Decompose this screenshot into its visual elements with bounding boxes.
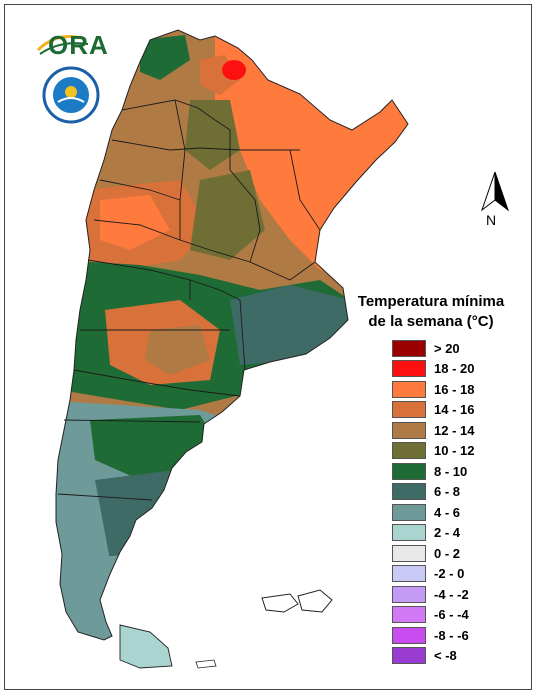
smn-seal bbox=[42, 66, 100, 124]
legend-label: 4 - 6 bbox=[434, 504, 461, 520]
legend-label: 16 - 18 bbox=[434, 381, 475, 397]
legend-item: 8 - 10 bbox=[392, 461, 526, 482]
legend-item: 4 - 6 bbox=[392, 502, 526, 523]
tierra-del-fuego bbox=[119, 624, 173, 669]
zone-8-10-northwest bbox=[140, 35, 190, 80]
ora-logo-text: ORA bbox=[48, 30, 109, 60]
zone-6-8-santa-cruz bbox=[95, 470, 200, 560]
legend-label: 8 - 10 bbox=[434, 463, 468, 479]
legend-label: 14 - 16 bbox=[434, 402, 475, 418]
legend-swatch bbox=[392, 462, 426, 480]
legend-item: -2 - 0 bbox=[392, 564, 526, 585]
legend-swatch bbox=[392, 626, 426, 644]
legend-label: -6 - -4 bbox=[434, 607, 469, 623]
legend-item: > 20 bbox=[392, 338, 526, 359]
legend-swatch bbox=[392, 565, 426, 583]
legend-label: > 20 bbox=[434, 340, 460, 356]
legend-swatch bbox=[392, 339, 426, 357]
isla-de-los-estados bbox=[195, 659, 217, 669]
legend-item: 12 - 14 bbox=[392, 420, 526, 441]
zone-10-12-center bbox=[190, 170, 265, 260]
legend-title-line1: Temperatura mínima bbox=[357, 293, 505, 310]
legend-item: 0 - 2 bbox=[392, 543, 526, 564]
legend-label: 10 - 12 bbox=[434, 443, 475, 459]
zone-16-18-cuyo bbox=[100, 195, 170, 250]
legend-swatch bbox=[392, 544, 426, 562]
zone-4-6-south bbox=[56, 555, 130, 640]
malvinas-islands bbox=[261, 589, 333, 613]
ora-logo: ORA bbox=[36, 28, 109, 60]
legend-swatch bbox=[392, 442, 426, 460]
legend-label: -2 - 0 bbox=[434, 566, 465, 582]
legend-label: -8 - -6 bbox=[434, 627, 469, 643]
legend-label: 18 - 20 bbox=[434, 361, 475, 377]
ora-swoosh-icon bbox=[36, 35, 89, 55]
legend-swatch bbox=[392, 524, 426, 542]
north-label: N bbox=[486, 212, 497, 228]
zone-10-12-north bbox=[185, 100, 240, 170]
legend-label: -4 - -2 bbox=[434, 586, 469, 602]
legend-item: 2 - 4 bbox=[392, 523, 526, 544]
legend-label: 12 - 14 bbox=[434, 422, 475, 438]
north-arrow: N bbox=[478, 170, 512, 232]
legend: Temperatura mínima de la semana (°C) > 2… bbox=[336, 292, 526, 666]
legend-swatch bbox=[392, 421, 426, 439]
legend-swatch bbox=[392, 585, 426, 603]
legend-label: 6 - 8 bbox=[434, 484, 461, 500]
legend-item: 14 - 16 bbox=[392, 400, 526, 421]
legend-title-line2: de la semana (°C) bbox=[368, 313, 494, 330]
legend-item: 10 - 12 bbox=[392, 441, 526, 462]
legend-item: 18 - 20 bbox=[392, 359, 526, 380]
zone-6-8-coast bbox=[230, 285, 350, 365]
legend-label: < -8 bbox=[434, 648, 457, 664]
north-arrow-icon bbox=[480, 171, 510, 212]
legend-swatch bbox=[392, 401, 426, 419]
zone-12-14-patagonia-north bbox=[145, 325, 210, 375]
legend-swatch bbox=[392, 606, 426, 624]
legend-items: > 20 18 - 20 16 - 18 14 - 16 12 - 14 10 - 12 8… bbox=[392, 338, 526, 666]
legend-item: 16 - 18 bbox=[392, 379, 526, 400]
legend-item: < -8 bbox=[392, 646, 526, 667]
legend-swatch bbox=[392, 647, 426, 665]
legend-label: 0 - 2 bbox=[434, 545, 461, 561]
legend-swatch bbox=[392, 380, 426, 398]
legend-swatch bbox=[392, 360, 426, 378]
legend-item: -4 - -2 bbox=[392, 584, 526, 605]
legend-item: 6 - 8 bbox=[392, 482, 526, 503]
legend-item: -8 - -6 bbox=[392, 625, 526, 646]
weather-service-seal-icon bbox=[42, 66, 100, 124]
province-borders bbox=[57, 99, 321, 501]
legend-swatch bbox=[392, 483, 426, 501]
legend-label: 2 - 4 bbox=[434, 525, 461, 541]
zone-18-20-n bbox=[222, 60, 246, 80]
legend-swatch bbox=[392, 503, 426, 521]
legend-item: -6 - -4 bbox=[392, 605, 526, 626]
